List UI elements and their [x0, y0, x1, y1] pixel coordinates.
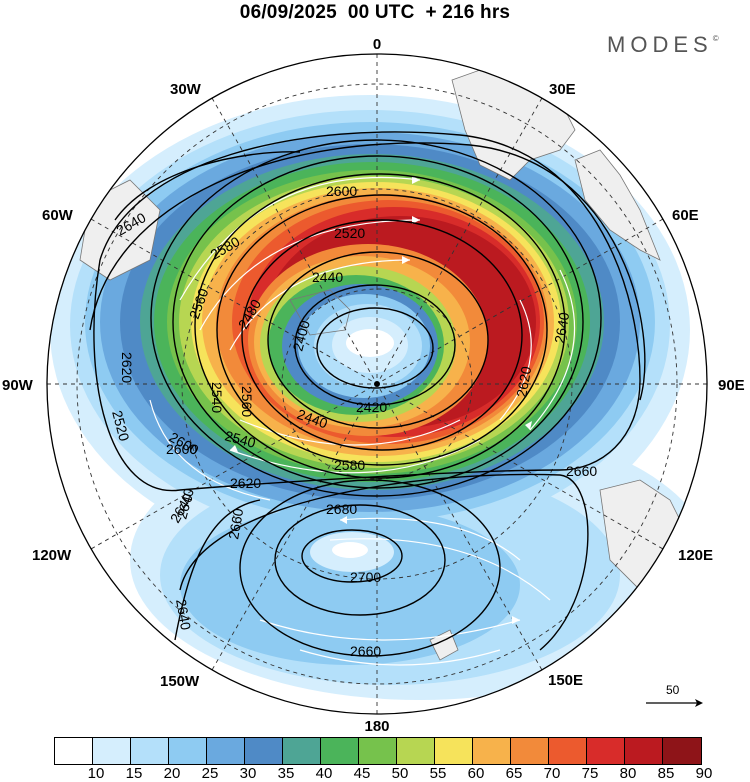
colorbar-tick-label: 20: [163, 765, 181, 782]
contour-label: 2600: [326, 183, 357, 199]
colorbar-tick-label: 35: [277, 765, 295, 782]
colorbar-tick-label: 90: [695, 765, 713, 782]
wind-arrowheads: [230, 176, 532, 624]
contour-label: 2700: [350, 569, 381, 585]
contour-label: 2520: [334, 225, 365, 241]
contour-label: 2620: [513, 365, 534, 399]
colorbar: [54, 737, 702, 765]
map-border: [46, 53, 708, 715]
contour-label: 2640: [173, 486, 197, 520]
lon-label-90e: 90E: [718, 377, 745, 394]
lon-label-30w: 30W: [170, 81, 202, 98]
contour-label: 2620: [230, 475, 261, 491]
brand-mark: ©: [712, 34, 719, 43]
lon-label-60w: 60W: [42, 207, 74, 224]
colorbar-swatch: [55, 738, 93, 764]
colorbar-tick-label: 15: [125, 765, 143, 782]
lon-label-180: 180: [364, 718, 389, 735]
colorbar-swatch: [663, 738, 701, 764]
colorbar-ticks: 10 15 20 25 30 35 40 45 50 55 60 65 70 75 80 85 90: [54, 765, 713, 782]
contour-label: 2600: [166, 441, 197, 457]
colorbar-tick-label: 70: [543, 765, 561, 782]
contour-label: 2640: [551, 311, 572, 345]
wind-speed-shading: [50, 95, 707, 700]
reference-vector: [646, 699, 703, 707]
colorbar-swatch: [549, 738, 587, 764]
contour-label: 2660: [225, 507, 246, 541]
lon-label-120w: 120W: [32, 547, 72, 564]
contour-label: 2660: [566, 463, 597, 479]
colorbar-tick-label: 40: [315, 765, 333, 782]
lon-label-60e: 60E: [672, 207, 699, 224]
colorbar-swatch: [511, 738, 549, 764]
contour-label: 2680: [326, 501, 357, 517]
contour-label: 2560: [239, 386, 255, 417]
colorbar-tick-label: 10: [87, 765, 105, 782]
colorbar-swatch: [473, 738, 511, 764]
colorbar-swatch: [207, 738, 245, 764]
pole-marker: [374, 381, 380, 387]
antarctica-coast: [289, 289, 351, 336]
colorbar-swatch: [131, 738, 169, 764]
contour-label: 2580: [334, 457, 365, 473]
brand-name: MODES: [607, 32, 713, 57]
colorbar-swatch: [321, 738, 359, 764]
reference-vector-label: 50: [666, 683, 680, 697]
colorbar-swatch: [169, 738, 207, 764]
arrow-right-icon: [695, 699, 703, 707]
lon-label-150e: 150E: [548, 672, 583, 689]
colorbar-swatch: [587, 738, 625, 764]
height-contours: [89, 131, 646, 657]
contour-label: 2540: [223, 427, 257, 451]
brand-logo: MODES©: [607, 32, 719, 58]
contour-label: 2620: [119, 352, 135, 383]
contour-label: 2640: [173, 598, 194, 632]
colorbar-swatch: [359, 738, 397, 764]
contour-label: 2400: [289, 318, 313, 352]
contour-label: 2440: [312, 269, 343, 285]
lon-label-30e: 30E: [549, 81, 576, 98]
contour-label: 2660: [350, 643, 381, 659]
colorbar-tick-label: 60: [467, 765, 485, 782]
colorbar-tick-label: 55: [429, 765, 447, 782]
lon-label-90w: 90W: [2, 377, 34, 394]
lon-label-120e: 120E: [678, 547, 713, 564]
colorbar-tick-label: 50: [391, 765, 409, 782]
colorbar-swatch: [625, 738, 663, 764]
colorbar-tick-label: 75: [581, 765, 599, 782]
colorbar-swatch: [397, 738, 435, 764]
colorbar-swatch: [283, 738, 321, 764]
lon-label-150w: 150W: [160, 673, 200, 690]
wind-vectors: [149, 176, 576, 666]
colorbar-swatch: [435, 738, 473, 764]
colorbar-swatch: [245, 738, 283, 764]
contour-label: 2520: [109, 409, 133, 443]
contour-label: 2540: [209, 382, 225, 413]
longitude-labels: 0 30E 60E 90E 120E 150E 180 150W 120W 90…: [2, 36, 745, 735]
colorbar-swatch: [93, 738, 131, 764]
colorbar-tick-label: 65: [505, 765, 523, 782]
page-title: 06/09/2025 00 UTC + 216 hrs: [239, 2, 511, 23]
colorbar-tick-label: 45: [353, 765, 371, 782]
colorbar-tick-label: 85: [657, 765, 675, 782]
colorbar-tick-label: 30: [239, 765, 257, 782]
colorbar-tick-label: 25: [201, 765, 219, 782]
colorbar-tick-label: 80: [619, 765, 637, 782]
lon-label-0: 0: [373, 36, 381, 53]
contour-label: 2420: [356, 399, 387, 415]
